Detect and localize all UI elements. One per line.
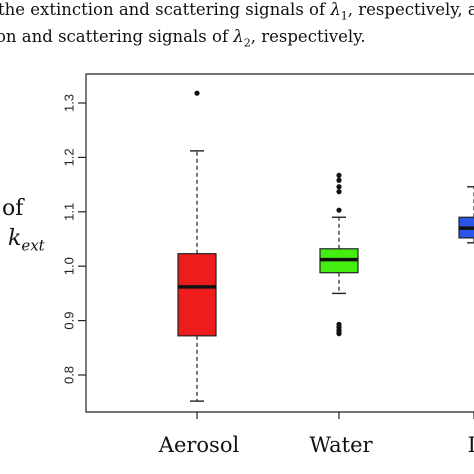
x-category-label: Water [309, 433, 373, 457]
y-tick-label: 1.0 [62, 257, 77, 275]
outlier-point [336, 177, 342, 183]
y-tick-label: 0.8 [62, 366, 77, 384]
outlier-point [336, 172, 342, 178]
outlier-point [336, 331, 342, 337]
y-tick-label: 1.3 [62, 94, 77, 112]
caption-line-1: the extinction and scattering signals of… [0, 0, 474, 23]
outlier-point [336, 189, 342, 195]
y-axis-label-line-1: of [2, 196, 24, 221]
outlier-point [194, 90, 200, 96]
plot-frame [85, 73, 474, 413]
y-tick-label: 1.1 [62, 203, 77, 221]
x-category-label: D [468, 433, 474, 457]
y-tick-label: 0.9 [62, 312, 77, 330]
x-category-label: Aerosol [158, 433, 240, 457]
box-aerosol [177, 253, 217, 337]
y-tick-label: 1.2 [62, 148, 77, 166]
outlier-point [336, 184, 342, 190]
outlier-point [336, 207, 342, 213]
y-axis-label-line-2: kext [8, 226, 45, 255]
caption-line-2: on and scattering signals of λ2, respect… [0, 27, 366, 50]
